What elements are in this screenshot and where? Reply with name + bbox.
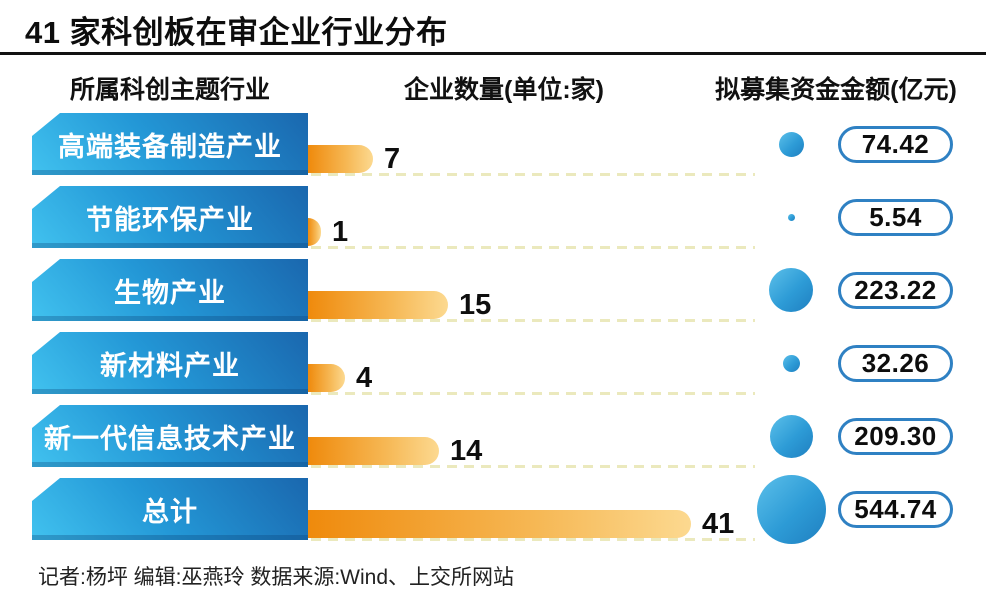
industry-label: 节能环保产业 (32, 186, 308, 248)
count-bar (308, 145, 373, 173)
count-value: 14 (450, 435, 483, 467)
count-bar (308, 218, 321, 246)
count-value: 7 (384, 143, 401, 175)
count-value: 4 (356, 362, 373, 394)
amount-bubble (769, 414, 813, 458)
table-row-total: 总计 41 544.74 (0, 474, 1000, 551)
table-row: 节能环保产业 1 5.54 (0, 186, 1000, 259)
amount-badge: 74.42 (838, 126, 953, 163)
chart-rows: 高端装备制造产业 7 74.42 节能环保产业 1 5.54 生物产业 15 2… (0, 113, 1000, 551)
count-bar (308, 437, 439, 465)
amount-badge-text: 74.42 (861, 129, 930, 159)
industry-label: 新材料产业 (32, 332, 308, 394)
industry-label-text: 生物产业 (114, 277, 226, 308)
count-bar (308, 291, 448, 319)
row-dashed-line (311, 319, 755, 322)
industry-label: 总计 (32, 478, 308, 540)
amount-bubble (787, 213, 795, 221)
amount-bubble (769, 268, 813, 312)
amount-badge: 544.74 (838, 491, 953, 528)
amount-bubble (756, 474, 826, 544)
amount-badge-text: 209.30 (854, 421, 937, 451)
table-row: 生物产业 15 223.22 (0, 259, 1000, 332)
row-dashed-line (311, 173, 755, 176)
industry-label-text: 高端装备制造产业 (58, 131, 282, 162)
row-dashed-line (311, 538, 755, 541)
row-dashed-line (311, 246, 755, 249)
amount-badge-text: 544.74 (854, 494, 937, 524)
byline-source-text: 记者:杨坪 编辑:巫燕玲 数据来源:Wind、上交所网站 (38, 566, 515, 589)
page-title: 41 家科创板在审企业行业分布 (25, 15, 448, 50)
count-value: 1 (332, 216, 349, 248)
industry-label-text: 总计 (142, 496, 198, 527)
amount-badge: 223.22 (838, 272, 953, 309)
industry-label: 高端装备制造产业 (32, 113, 308, 175)
count-value: 15 (459, 289, 492, 321)
count-value: 41 (702, 508, 735, 540)
title-divider (0, 52, 986, 55)
count-bar (308, 510, 691, 538)
row-dashed-line (311, 465, 755, 468)
industry-label-text: 节能环保产业 (86, 204, 254, 235)
amount-badge: 5.54 (838, 199, 953, 236)
amount-bubble (778, 131, 804, 157)
column-header-count: 企业数量(单位:家) (404, 76, 604, 104)
industry-label-text: 新一代信息技术产业 (44, 423, 296, 454)
amount-badge-text: 5.54 (869, 202, 922, 232)
industry-label-text: 新材料产业 (100, 350, 240, 381)
count-bar (308, 364, 345, 392)
amount-badge-text: 223.22 (854, 275, 937, 305)
table-row: 新一代信息技术产业 14 209.30 (0, 405, 1000, 478)
amount-badge-text: 32.26 (861, 348, 930, 378)
row-dashed-line (311, 392, 755, 395)
industry-label: 新一代信息技术产业 (32, 405, 308, 467)
column-header-industry: 所属科创主题行业 (69, 76, 271, 104)
amount-badge: 32.26 (838, 345, 953, 382)
industry-label: 生物产业 (32, 259, 308, 321)
table-row: 新材料产业 4 32.26 (0, 332, 1000, 405)
column-header-funds: 拟募集资金金额(亿元) (715, 76, 957, 104)
amount-badge: 209.30 (838, 418, 953, 455)
amount-bubble (782, 354, 800, 372)
table-row: 高端装备制造产业 7 74.42 (0, 113, 1000, 186)
